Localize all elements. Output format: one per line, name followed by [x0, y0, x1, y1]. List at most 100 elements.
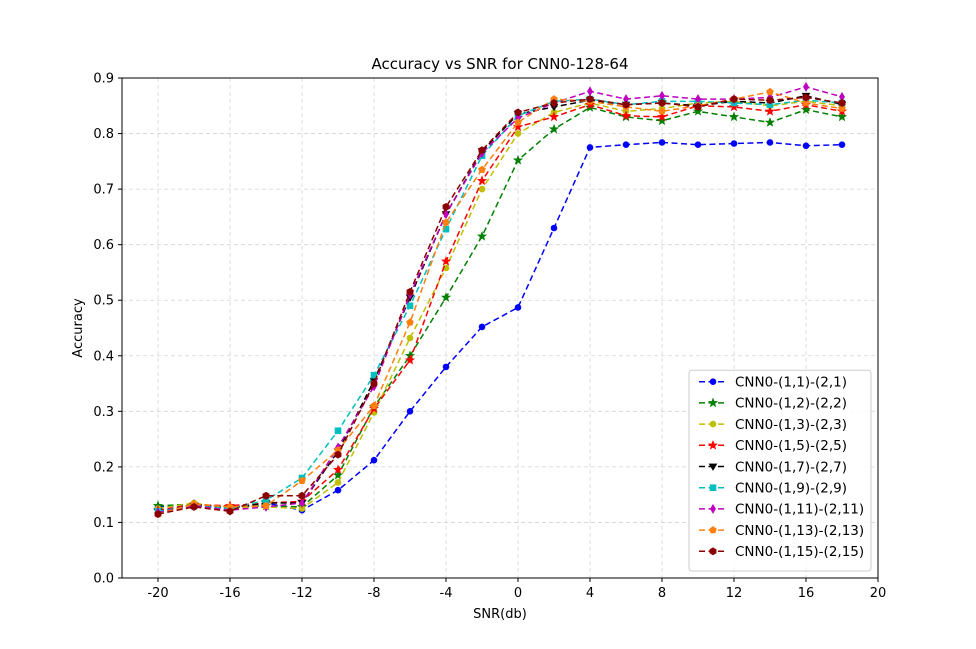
data-point [442, 202, 450, 211]
y-tick-label: 0.4 [93, 349, 114, 364]
legend-swatch-marker [709, 547, 717, 556]
legend-entry: CNN0-(1,5)-(2,5) [699, 438, 847, 454]
data-point [766, 139, 774, 146]
series-layer [152, 81, 848, 519]
data-point [478, 146, 486, 155]
series-9 [154, 93, 846, 519]
legend-swatch-marker [709, 484, 717, 492]
data-point [332, 469, 344, 480]
data-point [836, 111, 848, 122]
data-point [512, 154, 524, 165]
series-line [157, 95, 843, 513]
legend-swatch-marker [709, 378, 717, 386]
data-point [658, 139, 666, 146]
y-tick-label: 0.0 [93, 572, 114, 587]
y-tick-label: 0.5 [93, 294, 114, 309]
x-tick-label: 12 [726, 586, 743, 601]
data-point [478, 165, 486, 173]
data-point [728, 111, 740, 122]
y-tick-label: 0.6 [93, 238, 114, 253]
legend-entry: CNN0-(1,3)-(2,3) [699, 417, 847, 433]
y-tick-label: 0.9 [93, 72, 114, 87]
data-point [298, 476, 306, 484]
data-point [476, 175, 488, 186]
y-tick-label: 0.7 [93, 183, 114, 198]
data-point [730, 95, 738, 104]
x-axis-label: SNR(db) [473, 607, 527, 622]
legend-entry: CNN0-(1,11)-(2,11) [699, 502, 864, 518]
data-point [226, 507, 234, 516]
data-point [658, 99, 666, 107]
x-tick-label: 20 [870, 586, 887, 601]
data-point [766, 96, 774, 105]
chart-title: Accuracy vs SNR for CNN0-128-64 [371, 55, 628, 73]
data-point [802, 142, 810, 150]
legend-label: CNN0-(1,2)-(2,2) [735, 396, 847, 412]
data-point [622, 100, 630, 109]
legend-entry: CNN0-(1,1)-(2,1) [699, 375, 847, 391]
legend-entry: CNN0-(1,13)-(2,13) [699, 523, 864, 539]
data-point [656, 115, 668, 126]
data-point [586, 95, 594, 104]
data-point [838, 99, 846, 107]
data-point [766, 87, 774, 96]
data-point [514, 130, 522, 137]
x-tick-label: 0 [514, 586, 522, 601]
legend-swatch-marker [707, 397, 719, 408]
data-point [548, 111, 560, 122]
data-point [550, 224, 558, 232]
data-point [406, 287, 414, 296]
x-tick-label: -20 [147, 586, 168, 601]
legend-label: CNN0-(1,9)-(2,9) [735, 481, 847, 497]
legend-entry: CNN0-(1,7)-(2,7) [699, 459, 847, 475]
x-tick-label: 16 [798, 586, 815, 601]
y-tick-label: 0.3 [93, 405, 114, 420]
data-point [478, 185, 486, 193]
series-line [157, 141, 843, 512]
series-line [157, 86, 843, 514]
x-tick-label: 8 [658, 586, 666, 601]
legend-label: CNN0-(1,5)-(2,5) [735, 438, 847, 454]
data-point [406, 318, 414, 326]
data-point [764, 117, 776, 127]
legend-label: CNN0-(1,15)-(2,15) [735, 544, 864, 560]
legend-entry: CNN0-(1,9)-(2,9) [699, 481, 847, 497]
legend-entry: CNN0-(1,2)-(2,2) [699, 396, 847, 412]
data-point [440, 292, 452, 302]
grid-layer [122, 77, 879, 579]
ticks-layer: -20 -16 -12 -8 -4 0 4 8 12 16 20 0.0 0.1 0.2 0.3 0.4 0.5… [93, 72, 886, 602]
data-point [550, 99, 558, 107]
data-point [406, 334, 414, 342]
data-point [548, 123, 560, 134]
series-line [157, 96, 843, 515]
y-tick-label: 0.2 [93, 460, 114, 475]
data-point [514, 118, 522, 126]
data-point [190, 502, 198, 511]
legend-swatch-marker [707, 439, 719, 450]
legend-swatch-marker [708, 463, 718, 471]
data-point [586, 144, 594, 151]
data-point [694, 141, 702, 148]
data-point [656, 111, 668, 122]
data-point [838, 104, 846, 112]
data-point [404, 354, 416, 365]
data-point [803, 81, 809, 92]
x-tick-label: -12 [291, 586, 312, 601]
data-point [334, 486, 342, 494]
data-point [730, 140, 738, 147]
data-point [370, 379, 378, 388]
y-tick-label: 0.8 [93, 127, 114, 142]
data-point [802, 99, 810, 107]
data-point [440, 255, 452, 266]
y-axis-label: Accuracy [71, 298, 86, 358]
data-point [442, 218, 450, 226]
legend: CNN0-(1,1)-(2,1) CNN0-(1,2)-(2,2) CNN0-(1,… [688, 369, 872, 572]
data-point [514, 108, 522, 117]
legend-label: CNN0-(1,1)-(2,1) [735, 375, 847, 391]
x-tick-label: 4 [586, 586, 594, 601]
data-point [406, 302, 414, 310]
data-point [442, 363, 450, 371]
legend-label: CNN0-(1,11)-(2,11) [735, 502, 864, 518]
legend-label: CNN0-(1,3)-(2,3) [735, 417, 847, 433]
